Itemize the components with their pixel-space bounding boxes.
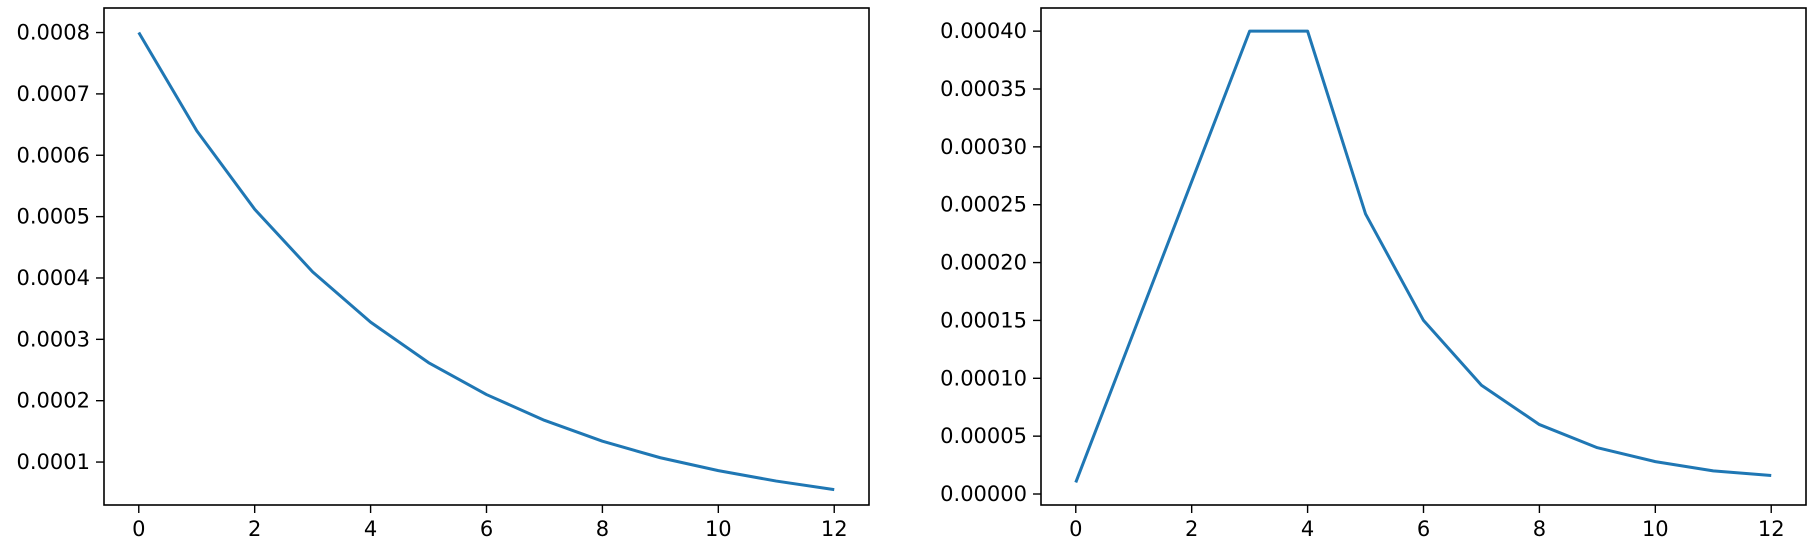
x-tick-label: 4 <box>364 517 377 541</box>
y-tick-label: 0.0002 <box>17 389 90 413</box>
y-tick-label: 0.00035 <box>940 77 1027 101</box>
x-tick-label: 6 <box>1417 517 1430 541</box>
chart-left: 0 2 4 6 8 10 12 0.0001 0.0002 0.0003 0.0004 0.0005 0… <box>17 7 870 541</box>
y-tick-label: 0.00025 <box>940 193 1027 217</box>
chart-right: 0 2 4 6 8 10 12 0.00000 0.00005 0.00010 0.00015 0.0… <box>940 7 1807 541</box>
axes-frame <box>103 7 870 506</box>
y-tick-label: 0.0004 <box>17 266 90 290</box>
x-tick-label: 12 <box>1758 517 1785 541</box>
x-tick-label: 8 <box>596 517 609 541</box>
x-tick-label: 8 <box>1533 517 1546 541</box>
x-tick-label: 2 <box>248 517 261 541</box>
y-tick-label: 0.0008 <box>17 21 90 45</box>
y-tick-label: 0.00040 <box>940 19 1027 43</box>
y-tick-label: 0.00010 <box>940 366 1027 390</box>
x-tick-label: 0 <box>132 517 145 541</box>
axes-frame <box>1040 7 1807 506</box>
x-tick-label: 6 <box>480 517 493 541</box>
x-tick-label: 12 <box>821 517 848 541</box>
y-tick-label: 0.00015 <box>940 308 1027 332</box>
x-tick-label: 10 <box>1642 517 1669 541</box>
x-tick-label: 2 <box>1185 517 1198 541</box>
y-tick-label: 0.00030 <box>940 135 1027 159</box>
series-line <box>137 31 835 492</box>
y-tick-label: 0.0001 <box>17 450 90 474</box>
y-tick-label: 0.00005 <box>940 424 1027 448</box>
x-tick-label: 0 <box>1069 517 1082 541</box>
y-tick-label: 0.0006 <box>17 143 90 167</box>
x-tick-label: 4 <box>1301 517 1314 541</box>
y-tick-label: 0.0007 <box>17 82 90 106</box>
y-tick-label: 0.0005 <box>17 205 90 229</box>
y-tick-label: 0.0003 <box>17 327 90 351</box>
x-tick-label: 10 <box>705 517 732 541</box>
series-line <box>1074 29 1772 483</box>
y-tick-label: 0.00000 <box>940 482 1027 506</box>
y-tick-label: 0.00020 <box>940 251 1027 275</box>
